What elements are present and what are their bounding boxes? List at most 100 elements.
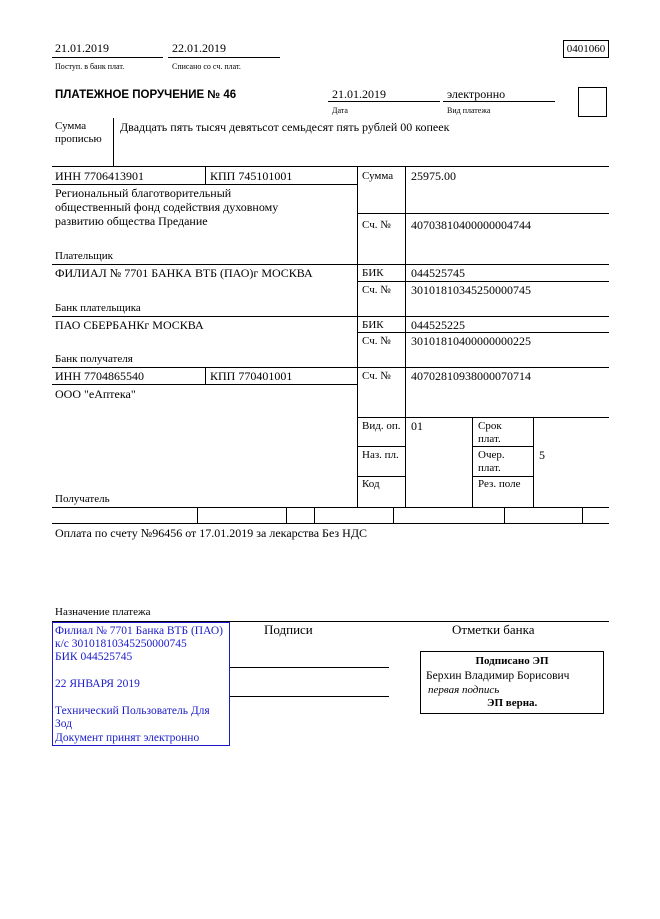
purpose-code-label: Наз. пл. [362, 449, 399, 461]
divider [393, 507, 394, 523]
priority-label: Очер. [478, 449, 505, 461]
payee-bank-account: 30101810400000000225 [411, 334, 531, 348]
payer-bank-bik-label: БИК [362, 267, 384, 279]
divider [405, 166, 406, 507]
divider [205, 367, 206, 384]
divider [52, 316, 609, 317]
amount-words-label: Сумма [55, 120, 87, 132]
op-type: 01 [411, 419, 423, 433]
payment-type: электронно [447, 87, 506, 101]
amount-words-label-2: прописью [55, 133, 102, 145]
divider [472, 417, 473, 507]
payee-bank-name: ПАО СБЕРБАНКг МОСКВА [55, 318, 204, 332]
payee-bank-label: Банк получателя [55, 353, 133, 365]
divider [472, 476, 533, 477]
payer-bank-bik: 044525745 [411, 266, 465, 280]
form-code: 0401060 [563, 40, 609, 58]
esign-status: ЭП верна. [487, 697, 538, 709]
divider [52, 57, 163, 58]
payer-bank-account-label: Сч. № [362, 284, 391, 296]
divider [357, 417, 609, 418]
divider [197, 507, 198, 523]
order-date-label: Дата [332, 106, 348, 115]
page-title: ПЛАТЕЖНОЕ ПОРУЧЕНИЕ № 46 [55, 89, 237, 101]
divider [357, 476, 405, 477]
priority: 5 [539, 448, 545, 462]
order-date: 21.01.2019 [332, 87, 386, 101]
esign-title: Подписано ЭП [475, 655, 549, 667]
divider [357, 213, 609, 214]
signature-line [230, 667, 389, 668]
esign-role: первая подпись [428, 684, 500, 696]
payee-inn: ИНН 7704865540 [55, 369, 144, 383]
payer-inn: ИНН 7706413901 [55, 169, 144, 183]
payer-account: 40703810400000004744 [411, 218, 531, 232]
payer-label: Плательщик [55, 250, 113, 262]
divider [314, 507, 315, 523]
term-label-2: плат. [478, 433, 501, 445]
reserve-label: Рез. поле [478, 478, 521, 490]
divider [52, 384, 357, 385]
payee-bank-account-label: Сч. № [362, 335, 391, 347]
divider [52, 507, 609, 508]
amount-value: 25975.00 [411, 169, 456, 183]
esign-box: Подписано ЭП Берхин Владимир Борисович п… [420, 651, 604, 714]
bank-marks-label: Отметки банка [452, 622, 535, 637]
purpose-label: Назначение платежа [55, 606, 151, 618]
divider [52, 184, 357, 185]
divider [205, 166, 206, 184]
divider [52, 523, 609, 524]
divider [52, 166, 609, 167]
debited-label: Списано со сч. плат. [172, 62, 241, 71]
amount-label: Сумма [362, 170, 394, 182]
divider [472, 446, 533, 447]
op-type-label: Вид. оп. [362, 420, 401, 432]
term-label: Срок [478, 420, 502, 432]
purpose-text: Оплата по счету №96456 от 17.01.2019 за … [55, 526, 368, 540]
payee-bank-bik: 044525225 [411, 318, 465, 332]
divider [357, 166, 358, 507]
payer-bank-label: Банк плательщика [55, 302, 141, 314]
payee-account: 40702810938000070714 [411, 369, 531, 383]
divider [504, 507, 505, 523]
received-label: Поступ. в банк плат. [55, 62, 125, 71]
payer-account-label: Сч. № [362, 219, 391, 231]
debited-date: 22.01.2019 [172, 41, 226, 55]
stamp-line: Технический Пользователь Для [55, 705, 210, 717]
status-box [578, 87, 607, 117]
stamp-line: 22 ЯНВАРЯ 2019 [55, 678, 140, 690]
divider [52, 621, 609, 622]
divider [443, 101, 555, 102]
payee-kpp: КПП 770401001 [210, 369, 293, 383]
divider [286, 507, 287, 523]
esign-signer: Берхин Владимир Борисович [426, 670, 570, 682]
divider [357, 446, 405, 447]
divider [52, 264, 609, 265]
divider [113, 118, 114, 166]
payee-account-label: Сч. № [362, 370, 391, 382]
priority-label-2: плат. [478, 462, 501, 474]
stamp-line: БИК 044525745 [55, 651, 133, 663]
divider [52, 367, 609, 368]
received-date: 21.01.2019 [55, 41, 109, 55]
payer-name-line: общественный фонд содействия духовному [55, 200, 279, 214]
bank-stamp [52, 622, 230, 746]
payee-name: ООО "еАптека" [55, 387, 136, 401]
payer-bank-name: ФИЛИАЛ № 7701 БАНКА ВТБ (ПАО)г МОСКВА [55, 266, 313, 280]
payer-name-line: Региональный благотворительный [55, 186, 232, 200]
payer-kpp: КПП 745101001 [210, 169, 293, 183]
signature-line [230, 696, 389, 697]
stamp-line: Документ принят электронно [55, 732, 200, 744]
divider [582, 507, 583, 523]
divider [533, 417, 534, 507]
divider [357, 281, 609, 282]
stamp-line: к/с 30101810345250000745 [55, 638, 187, 650]
stamp-line: Филиал № 7701 Банка ВТБ (ПАО) [55, 625, 223, 637]
amount-words: Двадцать пять тысяч девятьсот семьдесят … [120, 120, 450, 134]
signatures-label: Подписи [264, 622, 313, 637]
payer-name-line: развитию общества Предание [55, 214, 208, 228]
payee-bank-bik-label: БИК [362, 319, 384, 331]
divider [357, 332, 609, 333]
payment-type-label: Вид платежа [447, 106, 491, 115]
code-label: Код [362, 478, 380, 490]
